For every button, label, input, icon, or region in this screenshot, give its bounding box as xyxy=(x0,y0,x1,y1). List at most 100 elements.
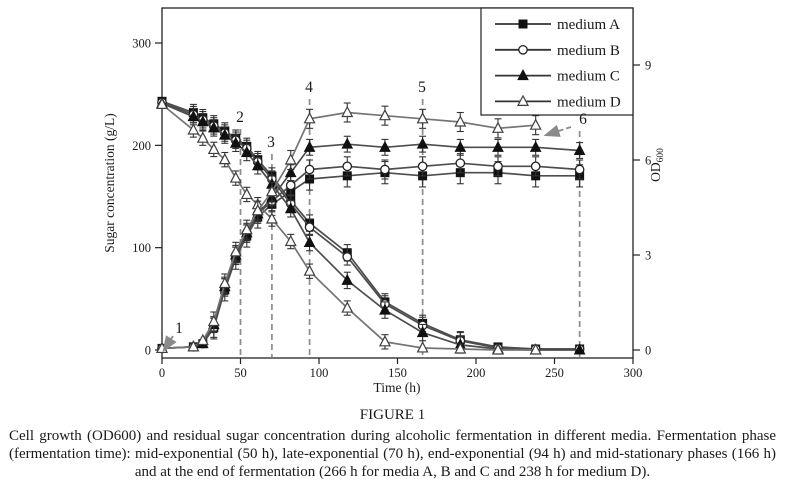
x-axis-tick-label: 0 xyxy=(159,366,165,380)
marker-circle-open xyxy=(285,180,296,191)
marker-circle-open xyxy=(380,164,390,175)
marker-triangle-open xyxy=(207,142,220,155)
marker-triangle-filled xyxy=(196,115,209,127)
x-axis-tick-label: 200 xyxy=(467,366,486,380)
right-axis-tick-label: 3 xyxy=(645,249,651,263)
phase-number-2: 2 xyxy=(236,109,244,126)
marker-triangle-filled xyxy=(187,110,200,122)
legend-label: medium A xyxy=(557,17,620,33)
series-medium-D-od xyxy=(156,102,542,354)
marker-triangle-open xyxy=(265,212,278,224)
marker-circle-open xyxy=(342,252,353,262)
phase-arrow-1 xyxy=(162,335,177,353)
marker-triangle-open xyxy=(284,153,297,165)
x-axis-tick-label: 150 xyxy=(388,366,407,380)
series-medium-A-od-line xyxy=(161,171,580,350)
right-axis-tick-label: 6 xyxy=(645,154,651,168)
marker-triangle-filled xyxy=(492,140,504,152)
marker-triangle-open xyxy=(529,343,542,355)
legend-item-medium-A: medium A xyxy=(495,17,620,33)
marker-triangle-filled xyxy=(517,69,529,81)
left-axis-tick-label: 200 xyxy=(132,139,151,153)
marker-triangle-filled xyxy=(454,140,467,152)
x-axis-tick-label: 50 xyxy=(234,366,247,380)
marker-circle-open xyxy=(304,164,315,175)
phase-number-4: 4 xyxy=(305,79,313,96)
marker-circle-open xyxy=(455,158,466,169)
marker-triangle-filled xyxy=(573,343,586,355)
marker-triangle-filled xyxy=(303,235,316,248)
marker-triangle-open xyxy=(378,108,391,121)
marker-triangle-filled xyxy=(303,140,316,152)
marker-triangle-open xyxy=(156,97,168,110)
marker-triangle-open xyxy=(454,115,467,127)
marker-triangle-filled xyxy=(229,136,242,148)
figure-label: FIGURE 1 xyxy=(359,407,426,423)
phase-number-3: 3 xyxy=(267,134,275,151)
marker-triangle-open xyxy=(416,341,429,353)
legend-item-medium-B: medium B xyxy=(495,43,620,59)
marker-triangle-open xyxy=(303,112,316,124)
series-medium-B-od xyxy=(157,153,585,354)
series-medium-A-od xyxy=(157,161,585,353)
right-axis-tick-label: 0 xyxy=(645,344,651,358)
marker-triangle-open xyxy=(207,314,220,327)
marker-triangle-filled xyxy=(284,166,297,178)
marker-triangle-filled xyxy=(416,137,429,149)
marker-triangle-filled xyxy=(240,145,253,157)
marker-triangle-open xyxy=(491,121,504,133)
figure-caption-block: FIGURE 1 Cell growth (OD600) and residua… xyxy=(0,407,785,481)
marker-triangle-filled xyxy=(207,121,220,133)
marker-circle-open xyxy=(304,222,315,233)
marker-square-filled xyxy=(518,19,528,29)
marker-triangle-open xyxy=(251,203,264,216)
figure-caption-text: Cell growth (OD600) and residual sugar c… xyxy=(9,428,776,481)
legend-box xyxy=(480,7,634,116)
series-medium-B-od-line xyxy=(161,162,580,350)
marker-circle-open xyxy=(493,161,503,172)
left-axis-tick-label: 300 xyxy=(132,37,151,51)
marker-triangle-filled xyxy=(379,140,391,152)
marker-circle-open xyxy=(342,161,353,172)
marker-triangle-open xyxy=(218,152,231,165)
x-axis-title: Time (h) xyxy=(373,380,420,395)
marker-triangle-open xyxy=(229,245,242,257)
marker-triangle-open xyxy=(416,112,429,124)
marker-triangle-open xyxy=(187,340,200,352)
marker-triangle-open xyxy=(265,184,278,197)
legend-label: medium C xyxy=(557,69,620,85)
marker-triangle-open xyxy=(187,123,200,135)
left-axis-tick-label: 0 xyxy=(145,344,151,358)
x-axis-tick-label: 250 xyxy=(545,366,564,380)
right-axis-tick-label: 9 xyxy=(645,59,651,73)
marker-triangle-filled xyxy=(573,143,586,155)
marker-triangle-open xyxy=(240,187,253,200)
marker-triangle-open xyxy=(491,343,504,355)
marker-triangle-filled xyxy=(341,273,354,285)
phase-arrow-6 xyxy=(543,124,572,137)
phase-number-1: 1 xyxy=(175,320,183,337)
legend-item-medium-C: medium C xyxy=(495,69,620,85)
phase-number-5: 5 xyxy=(418,79,426,96)
marker-triangle-open xyxy=(341,301,354,313)
marker-triangle-open xyxy=(196,131,209,143)
left-axis-title: Sugar concentration (g/L) xyxy=(102,113,117,252)
marker-triangle-filled xyxy=(218,128,231,140)
marker-triangle-open xyxy=(454,342,467,354)
x-axis-tick-label: 300 xyxy=(624,366,643,380)
marker-triangle-filled xyxy=(529,140,542,152)
legend-label: medium B xyxy=(557,43,620,59)
marker-triangle-open xyxy=(517,94,529,107)
phase-number-6: 6 xyxy=(579,111,587,128)
marker-triangle-open xyxy=(303,264,316,276)
marker-triangle-open xyxy=(240,222,253,235)
marker-triangle-open xyxy=(341,105,354,118)
marker-triangle-filled xyxy=(379,303,391,315)
series-medium-C-sugar xyxy=(156,96,586,355)
marker-circle-open xyxy=(530,161,541,172)
left-axis-tick-label: 100 xyxy=(132,241,151,255)
marker-triangle-open xyxy=(378,335,391,347)
marker-circle-open xyxy=(574,164,585,175)
